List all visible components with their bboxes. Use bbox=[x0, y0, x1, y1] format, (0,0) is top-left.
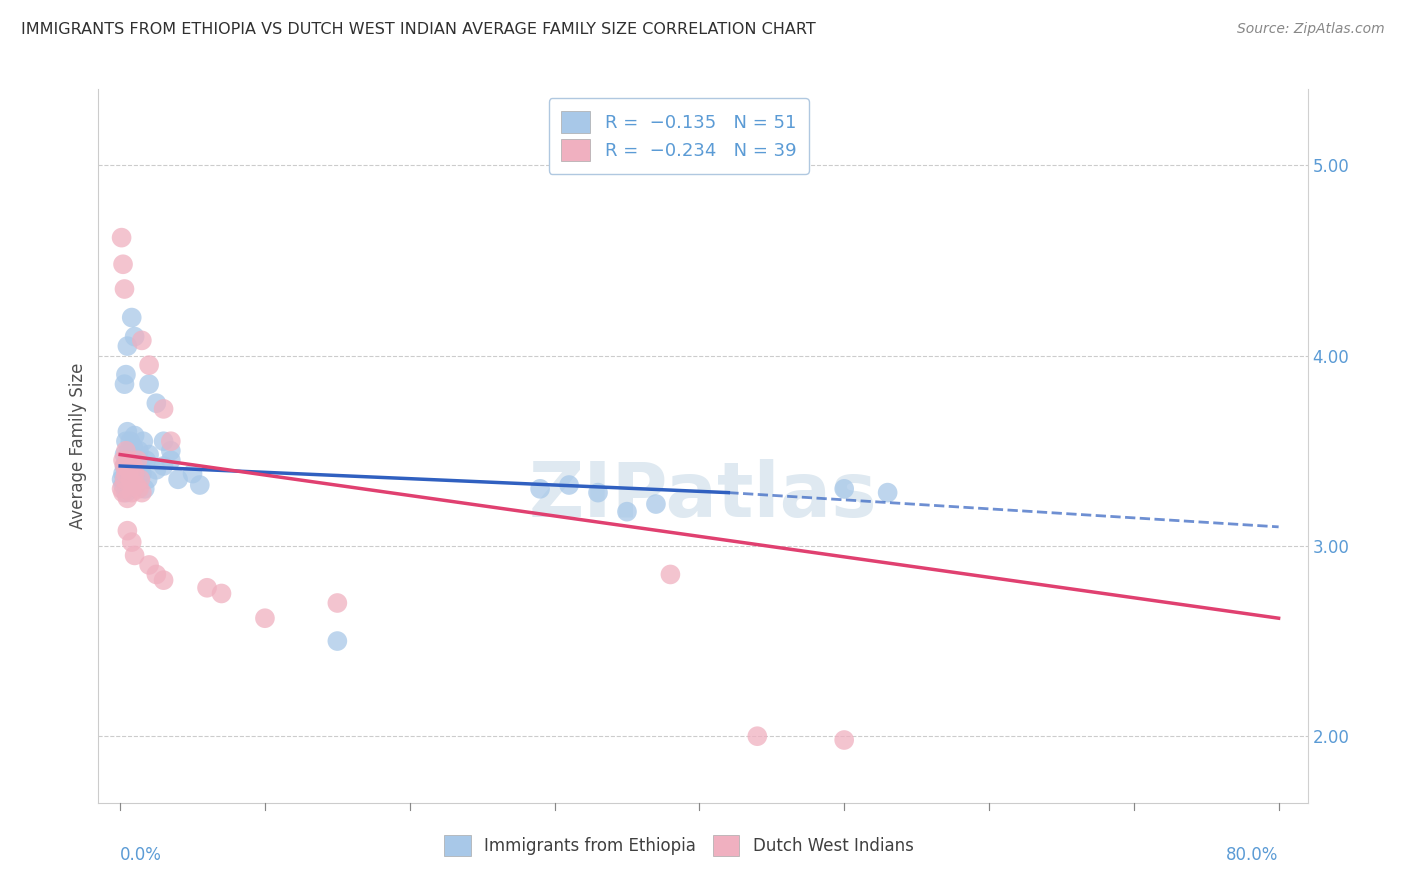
Point bbox=[110, 230, 132, 244]
Point bbox=[127, 472, 149, 486]
Point bbox=[115, 467, 138, 481]
Point bbox=[129, 458, 152, 473]
Point bbox=[112, 478, 135, 492]
Point bbox=[124, 467, 146, 481]
Point bbox=[118, 463, 141, 477]
Y-axis label: Average Family Size: Average Family Size bbox=[69, 363, 87, 529]
Point bbox=[136, 472, 159, 486]
Point bbox=[115, 434, 138, 449]
Text: 80.0%: 80.0% bbox=[1226, 846, 1278, 863]
Point bbox=[114, 377, 136, 392]
Point bbox=[120, 458, 142, 473]
Point bbox=[117, 453, 139, 467]
Point bbox=[112, 257, 135, 271]
Point bbox=[118, 443, 141, 458]
Point bbox=[326, 634, 349, 648]
Point bbox=[876, 485, 898, 500]
Point bbox=[115, 443, 138, 458]
Point bbox=[114, 282, 136, 296]
Point bbox=[529, 482, 551, 496]
Point bbox=[110, 482, 132, 496]
Point bbox=[128, 482, 150, 496]
Point bbox=[131, 467, 153, 481]
Point bbox=[152, 458, 174, 473]
Text: IMMIGRANTS FROM ETHIOPIA VS DUTCH WEST INDIAN AVERAGE FAMILY SIZE CORRELATION CH: IMMIGRANTS FROM ETHIOPIA VS DUTCH WEST I… bbox=[21, 22, 815, 37]
Point bbox=[659, 567, 682, 582]
Point bbox=[326, 596, 349, 610]
Point bbox=[110, 472, 132, 486]
Text: 0.0%: 0.0% bbox=[120, 846, 162, 863]
Point bbox=[152, 401, 174, 416]
Point bbox=[138, 358, 160, 372]
Point bbox=[114, 448, 136, 462]
Point bbox=[138, 558, 160, 572]
Point bbox=[124, 549, 146, 563]
Point bbox=[124, 329, 146, 343]
Point bbox=[159, 443, 181, 458]
Point bbox=[112, 453, 135, 467]
Point bbox=[145, 567, 167, 582]
Point bbox=[121, 448, 143, 462]
Point bbox=[159, 434, 181, 449]
Point bbox=[253, 611, 276, 625]
Point bbox=[645, 497, 668, 511]
Point bbox=[145, 396, 167, 410]
Point bbox=[131, 334, 153, 348]
Point bbox=[121, 485, 143, 500]
Point bbox=[129, 472, 152, 486]
Point bbox=[122, 458, 145, 473]
Point bbox=[558, 478, 581, 492]
Point bbox=[131, 485, 153, 500]
Point bbox=[125, 453, 148, 467]
Point bbox=[114, 472, 136, 486]
Point bbox=[832, 482, 855, 496]
Point bbox=[117, 491, 139, 506]
Point bbox=[132, 434, 155, 449]
Point bbox=[586, 485, 609, 500]
Point bbox=[747, 729, 769, 743]
Point bbox=[152, 434, 174, 449]
Point bbox=[120, 472, 142, 486]
Point bbox=[832, 733, 855, 747]
Point bbox=[117, 524, 139, 538]
Point bbox=[112, 485, 135, 500]
Point bbox=[616, 505, 638, 519]
Point bbox=[159, 453, 181, 467]
Point bbox=[121, 535, 143, 549]
Point bbox=[118, 472, 141, 486]
Point bbox=[188, 478, 211, 492]
Point bbox=[134, 482, 156, 496]
Point bbox=[138, 448, 160, 462]
Point bbox=[152, 573, 174, 587]
Point bbox=[125, 478, 148, 492]
Point bbox=[115, 368, 138, 382]
Point bbox=[138, 377, 160, 392]
Point bbox=[112, 467, 135, 481]
Point bbox=[120, 434, 142, 449]
Text: ZIPatlas: ZIPatlas bbox=[529, 459, 877, 533]
Point bbox=[117, 339, 139, 353]
Point bbox=[117, 453, 139, 467]
Point bbox=[124, 428, 146, 442]
Legend: Immigrants from Ethiopia, Dutch West Indians: Immigrants from Ethiopia, Dutch West Ind… bbox=[434, 825, 924, 866]
Point bbox=[195, 581, 218, 595]
Point bbox=[114, 458, 136, 473]
Point bbox=[121, 467, 143, 481]
Point bbox=[114, 458, 136, 473]
Point bbox=[124, 463, 146, 477]
Point bbox=[167, 472, 190, 486]
Point bbox=[115, 485, 138, 500]
Point bbox=[145, 463, 167, 477]
Point bbox=[121, 310, 143, 325]
Point bbox=[117, 425, 139, 439]
Point bbox=[211, 586, 233, 600]
Point bbox=[181, 467, 204, 481]
Point bbox=[135, 453, 157, 467]
Text: Source: ZipAtlas.com: Source: ZipAtlas.com bbox=[1237, 22, 1385, 37]
Point bbox=[128, 443, 150, 458]
Point bbox=[127, 453, 149, 467]
Point bbox=[122, 440, 145, 454]
